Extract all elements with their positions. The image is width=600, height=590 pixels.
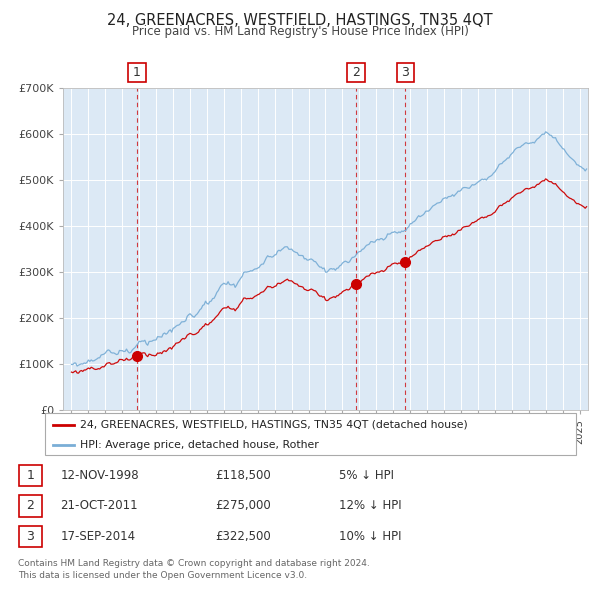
Text: 12% ↓ HPI: 12% ↓ HPI xyxy=(340,499,402,513)
FancyBboxPatch shape xyxy=(347,63,365,83)
Text: 3: 3 xyxy=(401,66,409,79)
Text: 2: 2 xyxy=(26,499,34,513)
Text: £275,000: £275,000 xyxy=(215,499,271,513)
Text: 24, GREENACRES, WESTFIELD, HASTINGS, TN35 4QT: 24, GREENACRES, WESTFIELD, HASTINGS, TN3… xyxy=(107,13,493,28)
FancyBboxPatch shape xyxy=(397,63,414,83)
FancyBboxPatch shape xyxy=(19,465,41,486)
FancyBboxPatch shape xyxy=(128,63,146,83)
Text: 2: 2 xyxy=(352,66,360,79)
Text: £118,500: £118,500 xyxy=(215,469,271,482)
Text: 12-NOV-1998: 12-NOV-1998 xyxy=(60,469,139,482)
Text: 1: 1 xyxy=(26,469,34,482)
Text: £322,500: £322,500 xyxy=(215,530,271,543)
FancyBboxPatch shape xyxy=(19,495,41,517)
FancyBboxPatch shape xyxy=(19,526,41,547)
FancyBboxPatch shape xyxy=(45,413,576,455)
Text: Contains HM Land Registry data © Crown copyright and database right 2024.: Contains HM Land Registry data © Crown c… xyxy=(18,559,370,568)
Text: 17-SEP-2014: 17-SEP-2014 xyxy=(60,530,136,543)
Text: 24, GREENACRES, WESTFIELD, HASTINGS, TN35 4QT (detached house): 24, GREENACRES, WESTFIELD, HASTINGS, TN3… xyxy=(80,420,467,430)
Text: This data is licensed under the Open Government Licence v3.0.: This data is licensed under the Open Gov… xyxy=(18,571,307,579)
Text: Price paid vs. HM Land Registry's House Price Index (HPI): Price paid vs. HM Land Registry's House … xyxy=(131,25,469,38)
Text: 5% ↓ HPI: 5% ↓ HPI xyxy=(340,469,394,482)
Text: 10% ↓ HPI: 10% ↓ HPI xyxy=(340,530,402,543)
Text: HPI: Average price, detached house, Rother: HPI: Average price, detached house, Roth… xyxy=(80,440,318,450)
Text: 1: 1 xyxy=(133,66,141,79)
Text: 21-OCT-2011: 21-OCT-2011 xyxy=(60,499,138,513)
Text: 3: 3 xyxy=(26,530,34,543)
